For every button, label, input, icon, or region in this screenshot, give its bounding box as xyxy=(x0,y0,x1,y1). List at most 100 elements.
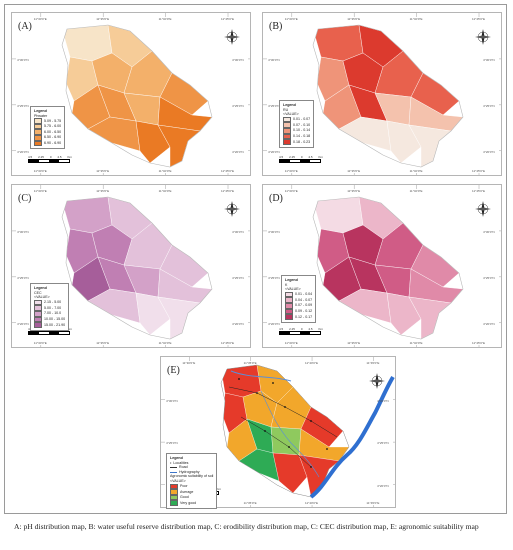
coord-side-d-0: 4°30'0"N xyxy=(268,229,280,234)
legend-a-title: Legend xyxy=(34,109,47,113)
coord-top-c-0: 11°30'0"E xyxy=(33,189,47,193)
compass-e-icon xyxy=(369,373,385,389)
scale-bar-b: 4.5 2.25 0 4.5 Km xyxy=(279,155,323,163)
legend-c-swatch-0 xyxy=(34,299,42,306)
coord-right-e-0: 4°30'0"N xyxy=(377,398,389,403)
map-a-boundary xyxy=(61,24,213,168)
compass-b-icon xyxy=(475,29,491,45)
map-a-zone-10 xyxy=(87,116,141,152)
legend-e-swatch-0 xyxy=(170,483,178,490)
legend-a-swatch-4 xyxy=(34,140,42,147)
coord-bottom-d-3: 11°45'0"E xyxy=(472,341,485,345)
panel-b-water-reserve-map: (B) 11°30'0"E 11°30'0"E 11°35'0"E 11°35'0"E… xyxy=(262,12,502,176)
legend-c-swatch-2 xyxy=(34,310,42,317)
legend-e-class-label-1: Average xyxy=(180,489,194,494)
coord-top-a-3: 11°45'0"E xyxy=(221,17,234,21)
scale-label-d-2: 0 xyxy=(300,327,303,331)
legend-a-swatch-1 xyxy=(34,123,42,130)
coord-right-a-2: 4°20'0"N xyxy=(232,149,244,154)
map-c xyxy=(12,185,250,347)
figure-caption: A: pH distribution map, B: water useful … xyxy=(14,522,479,531)
legend-b-class-1: 0.07 - 0.10 xyxy=(283,122,310,128)
legend-a-class-label-2: 6.00 - 6.50 xyxy=(44,129,62,134)
river-tributary xyxy=(260,390,320,478)
locality-point-3 xyxy=(264,430,266,432)
coord-right-c-1: 4°25'0"N xyxy=(232,275,244,280)
legend-e-class-3: Very good xyxy=(170,500,213,506)
coord-bottom-d-0: 11°30'0"E xyxy=(284,341,298,345)
legend-e-agronomic: Agronomic suitability of soil xyxy=(170,474,214,479)
coord-bottom-c-1: 11°35'0"E xyxy=(96,341,110,345)
coord-side-d-1: 4°25'0"N xyxy=(268,275,280,280)
coord-bottom-a-2: 11°40'0"E xyxy=(158,169,172,173)
legend-d-swatch-0 xyxy=(285,291,293,298)
locality-point-2 xyxy=(284,406,286,408)
panel-a-label: (A) xyxy=(18,21,32,32)
legend-a-swatch-2 xyxy=(34,129,42,135)
coord-bottom-e-2: 11°40'0"E xyxy=(305,501,318,505)
map-b-zone-0 xyxy=(313,25,364,62)
coord-bottom-b-3: 11°45'0"E xyxy=(472,169,485,173)
legend-e-swatch-3 xyxy=(170,500,178,506)
coord-top-b-1: 11°35'0"E xyxy=(347,17,361,21)
scale-label-d-0: 4.5 xyxy=(279,327,284,331)
coord-side-e-0: 4°30'0"N xyxy=(166,398,178,403)
coord-right-e-2: 4°20'0"N xyxy=(377,483,389,488)
coord-top-e-1: 11°35'0"E xyxy=(243,361,257,365)
coord-bottom-c-0: 11°30'0"E xyxy=(33,341,47,345)
legend-d-classes: 0.01 - 0.04 0.04 - 0.07 0.07 - 0.09 0.09 - … xyxy=(285,291,313,320)
legend-e-swatch-1 xyxy=(170,489,178,495)
locality-point-6 xyxy=(310,466,312,468)
map-e-zone-0 xyxy=(221,365,262,398)
legend-b-class-0: 0.01 - 0.07 xyxy=(283,116,310,123)
coord-top-c-3: 11°45'0"E xyxy=(221,189,234,193)
legend-d-class-1: 0.04 - 0.07 xyxy=(285,297,312,303)
legend-b-class-3: 0.14 - 0.18 xyxy=(283,133,310,140)
legend-c-value: <VALUE> xyxy=(34,295,50,300)
legend-c-class-label-1: 5.00 - 7.00 xyxy=(44,305,62,310)
river-main xyxy=(309,375,395,499)
coord-bottom-c-2: 11°40'0"E xyxy=(158,341,172,345)
panel-e-label: (E) xyxy=(167,365,180,376)
coord-bottom-b-1: 11°35'0"E xyxy=(347,169,361,173)
legend-a-classes: 5.09 - 5.75 5.75 - 6.00 6.00 - 6.50 6.50 - … xyxy=(34,118,62,147)
coord-top-e-3: 11°45'0"E xyxy=(366,361,380,365)
legend-d-swatch-4 xyxy=(285,314,293,320)
map-d-boundary xyxy=(312,196,464,340)
coord-bottom-e-1: 11°35'0"E xyxy=(243,501,257,505)
coord-bottom-a-0: 11°30'0"E xyxy=(33,169,47,173)
legend-e-class-2: Good xyxy=(170,494,213,501)
coord-right-d-2: 4°20'0"N xyxy=(483,321,495,326)
legend-a-swatch-3 xyxy=(34,134,42,141)
legend-b-swatch-4 xyxy=(283,139,291,145)
coord-top-a-0: 11°30'0"E xyxy=(33,17,47,21)
coord-side-a-0: 4°30'0"N xyxy=(17,57,29,62)
legend-b-swatch-2 xyxy=(283,127,291,134)
locality-point-5 xyxy=(288,446,290,448)
legend-d-swatch-3 xyxy=(285,308,293,315)
coord-top-c-1: 11°35'0"E xyxy=(96,189,110,193)
map-e-zone-8 xyxy=(270,426,302,456)
legend-b-title: Legend xyxy=(283,103,296,107)
legend-b-value: <VALUE> xyxy=(283,112,299,117)
coord-bottom-d-2: 11°40'0"E xyxy=(409,341,423,345)
coord-right-e-1: 4°25'0"N xyxy=(377,441,389,446)
legend-e-class-label-2: Good xyxy=(180,495,189,500)
legend-b-swatch-1 xyxy=(283,122,291,128)
scale-label-d-1: 2.25 xyxy=(289,327,295,331)
legend-b-swatch-0 xyxy=(283,116,291,123)
legend-d-title: Legend xyxy=(285,278,298,282)
legend-b-field: RU xyxy=(283,107,289,112)
coord-top-d-3: 11°45'0"E xyxy=(472,189,485,193)
coord-side-c-0: 4°30'0"N xyxy=(17,229,29,234)
legend-e-class-0: Poor xyxy=(170,483,213,490)
map-c-zone-0 xyxy=(62,197,113,234)
panel-b-label: (B) xyxy=(269,21,283,32)
legend-a-class-label-3: 6.50 - 6.90 xyxy=(44,135,62,140)
map-c-boundary xyxy=(61,196,213,340)
legend-e-localities: • Localities xyxy=(170,459,189,465)
legend-d-class-label-3: 0.09 - 0.12 xyxy=(295,309,313,314)
legend-a-class-label-0: 5.09 - 5.75 xyxy=(44,118,62,123)
coord-bottom-a-1: 11°35'0"E xyxy=(96,169,110,173)
legend-e-hydrography-label: Hydrography xyxy=(179,469,200,474)
